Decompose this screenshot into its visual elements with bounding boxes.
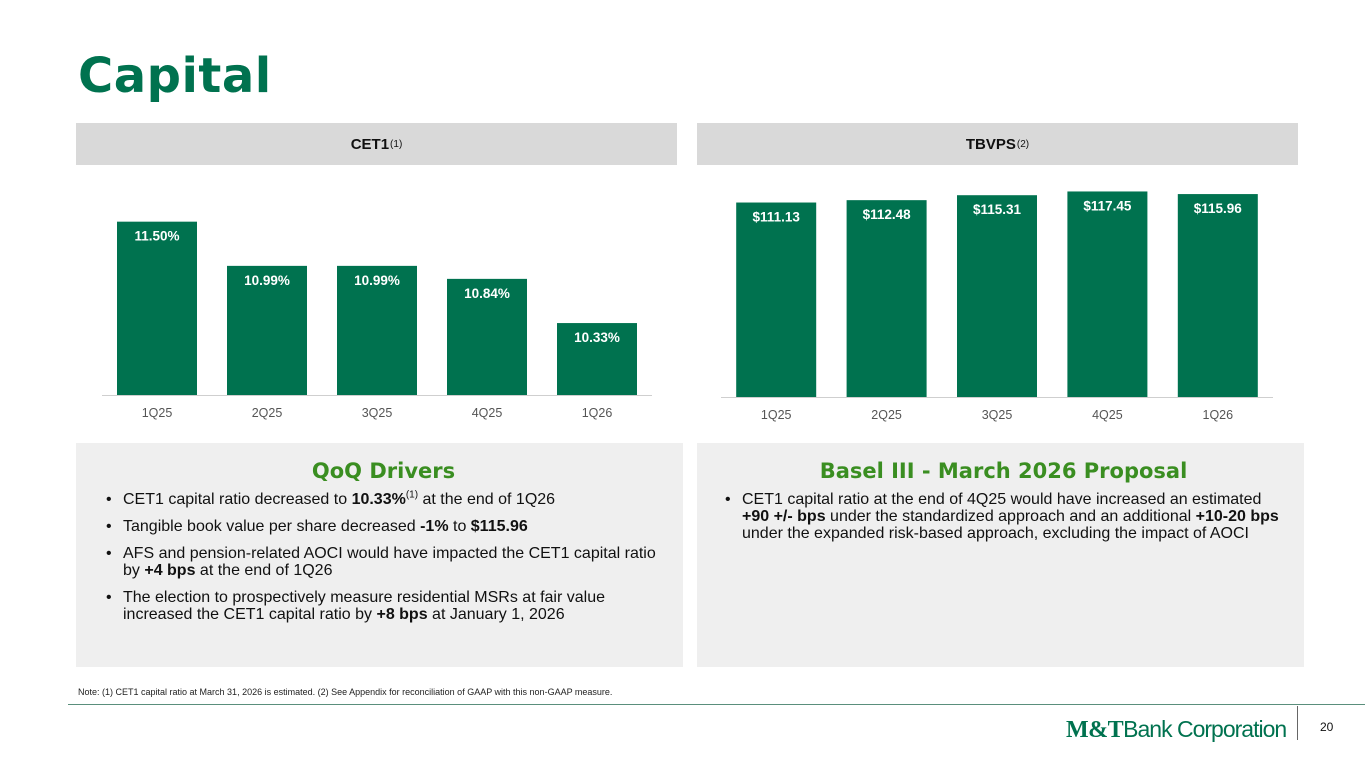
- basel-proposal-list: • CET1 capital ratio at the end of 4Q25 w…: [723, 491, 1284, 542]
- x-axis-tick-label: 3Q25: [982, 408, 1013, 422]
- bar-data-label: $111.13: [753, 210, 801, 225]
- bar-data-label: 10.33%: [574, 330, 620, 345]
- cet1-bar-chart: 11.50% 1Q25 10.99% 2Q25 10.99% 3Q25 10.84% 4Q25…: [102, 221, 652, 420]
- list-item: • CET1 capital ratio at the end of 4Q25 w…: [723, 491, 1284, 542]
- list-item: • CET1 capital ratio decreased to 10.33%(…: [104, 489, 663, 508]
- logo-text: Bank Corporation: [1123, 716, 1287, 742]
- cet1-header-footnote: (1): [390, 138, 403, 150]
- tbvps-header-label: TBVPS: [965, 135, 1016, 153]
- page-number: 20: [1320, 720, 1334, 734]
- tbvps-chart-header: TBVPS (2): [697, 123, 1298, 165]
- text: CET1 capital ratio decreased to: [123, 491, 352, 508]
- bar-data-label: 10.84%: [464, 286, 510, 301]
- list-item: • Tangible book value per share decreased…: [104, 518, 663, 535]
- bar-data-label: 11.50%: [134, 229, 179, 244]
- text: at January 1, 2026: [427, 606, 565, 623]
- x-axis-tick-label: 3Q25: [362, 406, 393, 420]
- bullet-icon: •: [106, 518, 112, 535]
- tbvps-bar-chart: $111.13 1Q25 $112.48 2Q25 $115.31 3Q25 $117.45…: [721, 191, 1273, 422]
- chart-bar: [337, 265, 417, 395]
- x-axis-tick-label: 1Q25: [142, 406, 173, 420]
- bullet-icon: •: [725, 491, 731, 508]
- text: at the end of 1Q26: [195, 562, 333, 579]
- chart-bar: [557, 323, 637, 395]
- highlight: $115.96: [470, 518, 528, 535]
- tbvps-header-footnote: (2): [1016, 138, 1030, 150]
- chart-bar: [957, 195, 1037, 397]
- highlight: +4 bps: [144, 562, 196, 579]
- highlight: -1%: [420, 518, 449, 535]
- bullet-icon: •: [106, 491, 112, 508]
- text: The election to prospectively measure re…: [123, 589, 605, 623]
- basel-proposal-panel: Basel III - March 2026 Proposal • CET1 ca…: [697, 443, 1304, 667]
- bullet-icon: •: [106, 589, 112, 606]
- chart-bar: [117, 221, 197, 395]
- text: under the expanded risk-based approach, …: [742, 525, 1249, 542]
- page-title: Capital: [78, 48, 272, 104]
- bar-data-label: $117.45: [1083, 198, 1132, 213]
- chart-bar: [846, 200, 927, 397]
- x-axis-tick-label: 4Q25: [472, 406, 503, 420]
- basel-proposal-title: Basel III - March 2026 Proposal: [819, 459, 1188, 483]
- highlight: +10-20 bps: [1195, 508, 1279, 525]
- highlight: +90 +/- bps: [742, 508, 826, 525]
- bar-data-label: 10.99%: [244, 273, 290, 288]
- x-axis-tick-label: 2Q25: [252, 406, 283, 420]
- footnote-ref: (1): [405, 489, 419, 501]
- bar-data-label: $115.31: [973, 202, 1022, 217]
- x-axis-tick-label: 1Q25: [761, 408, 792, 422]
- cet1-header-label: CET1: [350, 135, 390, 153]
- highlight: 10.33%: [351, 491, 406, 508]
- x-axis-tick-label: 4Q25: [1092, 408, 1123, 422]
- chart-bar: [1177, 194, 1258, 397]
- chart-bar: [447, 278, 527, 395]
- list-item: • AFS and pension-related AOCI would have…: [104, 545, 663, 579]
- text: Tangible book value per share decreased: [123, 518, 421, 535]
- logo-mark: M&T: [1066, 717, 1124, 743]
- footnote: Note: (1) CET1 capital ratio at March 31…: [78, 687, 613, 697]
- cet1-chart-header: CET1 (1): [76, 123, 677, 165]
- text: AFS and pension-related AOCI would have …: [123, 545, 656, 579]
- list-item: • The election to prospectively measure r…: [104, 589, 663, 623]
- bullet-icon: •: [106, 545, 112, 562]
- x-axis-tick-label: 2Q25: [871, 408, 902, 422]
- qoq-drivers-panel: QoQ Drivers • CET1 capital ratio decrease…: [76, 443, 683, 667]
- qoq-drivers-title: QoQ Drivers: [311, 459, 456, 483]
- bar-data-label: $115.96: [1194, 201, 1243, 216]
- text: CET1 capital ratio at the end of 4Q25 wo…: [742, 491, 1262, 508]
- x-axis-tick-label: 1Q26: [582, 406, 613, 420]
- highlight: +8 bps: [376, 606, 428, 623]
- footer-divider: [68, 704, 1365, 705]
- x-axis-tick-label: 1Q26: [1203, 408, 1234, 422]
- qoq-drivers-list: • CET1 capital ratio decreased to 10.33%(…: [104, 489, 663, 623]
- chart-bar: [227, 265, 307, 395]
- chart-bar: [1067, 191, 1148, 397]
- bar-data-label: $112.48: [863, 207, 912, 222]
- company-logo: M&TBank Corporation: [1066, 716, 1287, 744]
- text: at the end of 1Q26: [418, 491, 556, 508]
- text: under the standardized approach and an a…: [825, 508, 1196, 525]
- chart-bar: [736, 202, 817, 397]
- bar-data-label: 10.99%: [354, 273, 400, 288]
- text: to: [448, 518, 471, 535]
- logo-divider: [1297, 706, 1298, 740]
